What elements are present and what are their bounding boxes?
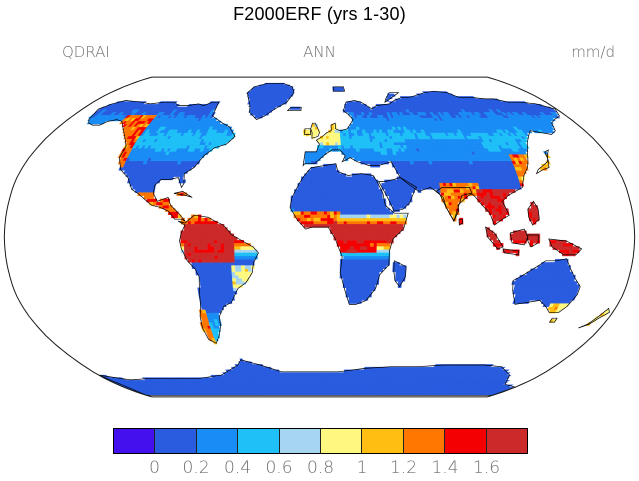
coastline-sumatra <box>485 226 504 250</box>
colorbar-tick-label: 0 <box>149 458 160 478</box>
colorbar-segment <box>155 429 197 453</box>
map-panel <box>0 58 639 408</box>
colorbar-segment <box>238 429 280 453</box>
colorbar-segment <box>279 429 322 453</box>
colorbar-segment <box>403 429 446 453</box>
figure-title: F2000ERF (yrs 1-30) <box>233 4 406 24</box>
map-cell-group <box>131 126 544 342</box>
colorbar-segment <box>445 429 487 453</box>
coastline-namerica <box>88 100 236 222</box>
coastline-sulawesi <box>527 234 539 248</box>
coastline-antarctica <box>98 359 517 396</box>
colorbar-tick-label: 0.4 <box>223 458 252 478</box>
colorbar-tick-label: 0.6 <box>265 458 293 478</box>
variable-label: QDRAI <box>62 43 110 61</box>
coastline-india_fix <box>435 187 473 222</box>
colorbar-segment <box>362 429 404 453</box>
map-cell-group <box>90 82 581 396</box>
colorbar-tick-label: 0.8 <box>306 458 335 478</box>
coastline-borneo <box>509 228 529 246</box>
coastline-ireland <box>304 128 312 135</box>
coastline-arabia <box>378 177 418 212</box>
coastline-novaya <box>384 92 400 104</box>
coastline-iceland <box>286 106 302 112</box>
colorbar-tick-label: 0.2 <box>182 458 210 478</box>
coastline-java <box>502 248 519 256</box>
map-cells-layer <box>86 82 611 396</box>
season-label: ANN <box>303 43 336 61</box>
robinson-projection-map <box>3 76 636 398</box>
colorbar-swatches <box>113 428 528 454</box>
coastline-eurasia <box>302 90 560 226</box>
coastline-japan <box>535 149 550 175</box>
colorbar-tick-label: 1 <box>356 458 368 478</box>
coastline-greenland <box>247 82 295 121</box>
colorbar-segment <box>486 429 528 453</box>
coastline-svalbard <box>332 86 346 92</box>
coastline-madagascar <box>393 260 407 288</box>
colorbar-tick-label: 1.2 <box>389 458 418 478</box>
coastline-australia <box>512 258 581 313</box>
coastline-philippines <box>527 200 540 226</box>
coastlines-layer <box>88 82 610 396</box>
colorbar-segment <box>196 429 239 453</box>
coastline-britain <box>310 122 320 139</box>
coastline-srilanka <box>458 218 464 226</box>
coastline-newguinea <box>548 238 583 256</box>
units-label: mm/d <box>571 43 615 61</box>
map-cell-group <box>180 189 580 263</box>
colorbar-tick-labels: 0 0.2 0.4 0.6 0.8 1 1.2 1.4 1.6 <box>0 457 639 481</box>
coastline-cuba <box>173 191 193 198</box>
colorbar-segment <box>114 429 156 453</box>
coastline-samerica <box>177 214 259 344</box>
coastline-nz <box>578 307 610 329</box>
colorbar-tick-label: 1.4 <box>431 458 459 478</box>
projection-outline <box>3 76 636 398</box>
colorbar-segment <box>321 429 363 453</box>
colorbar-tick-label: 1.6 <box>472 458 501 478</box>
coastline-africa <box>289 163 409 305</box>
colorbar: 0 0.2 0.4 0.6 0.8 1 1.2 1.4 1.6 <box>0 424 639 480</box>
coastline-tasmania <box>548 317 558 323</box>
